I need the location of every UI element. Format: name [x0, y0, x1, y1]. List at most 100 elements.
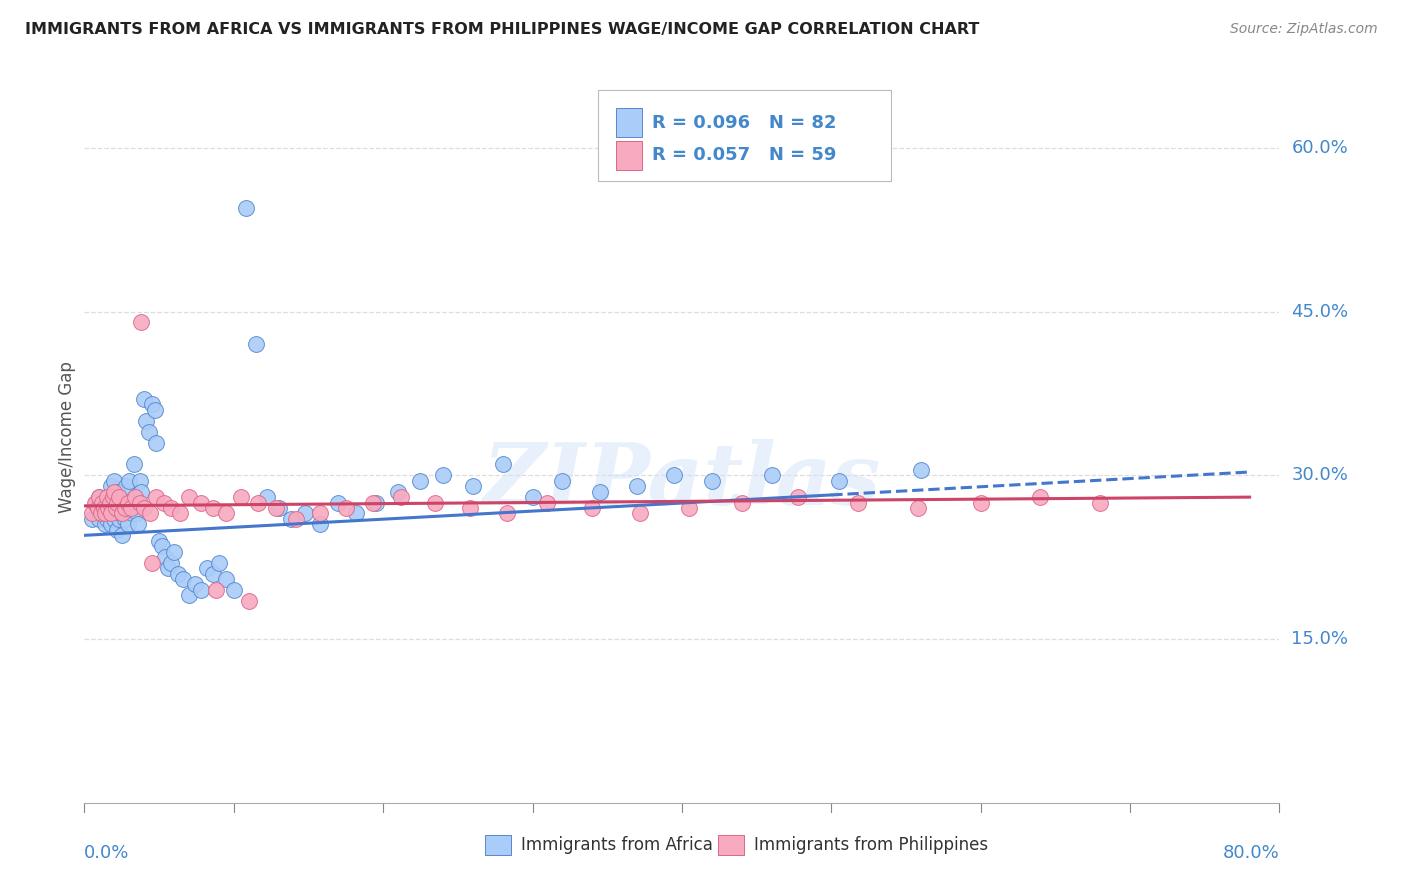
Point [267, 501, 290, 516]
Point [1090, 495, 1112, 509]
Point [328, 495, 350, 509]
Point [678, 501, 700, 516]
Text: R = 0.057   N = 59: R = 0.057 N = 59 [652, 146, 837, 164]
Point [101, 495, 124, 509]
Text: Immigrants from Africa: Immigrants from Africa [520, 836, 713, 855]
Point [138, 425, 160, 439]
Point [581, 501, 603, 516]
Point [152, 495, 174, 509]
Point [98, 507, 121, 521]
Point [907, 501, 929, 516]
Point [235, 201, 257, 215]
Point [201, 501, 224, 516]
Point [761, 468, 783, 483]
Point [117, 517, 139, 532]
Point [115, 501, 138, 516]
Point [124, 490, 146, 504]
Point [177, 490, 200, 504]
Point [309, 507, 332, 521]
Point [628, 507, 651, 521]
Text: 15.0%: 15.0% [1292, 630, 1348, 648]
Point [215, 572, 238, 586]
Point [132, 501, 156, 516]
Text: ZIPatlas: ZIPatlas [482, 439, 882, 523]
Point [256, 490, 278, 504]
Point [787, 490, 810, 504]
Point [700, 474, 723, 488]
Point [153, 550, 176, 565]
Point [129, 315, 152, 329]
Point [626, 479, 648, 493]
Point [195, 561, 218, 575]
Point [150, 539, 173, 553]
Point [389, 490, 412, 504]
Point [309, 517, 332, 532]
Point [114, 501, 136, 516]
FancyBboxPatch shape [616, 141, 643, 170]
Point [190, 495, 212, 509]
Point [215, 507, 238, 521]
Point [91, 507, 114, 521]
Point [496, 507, 519, 521]
FancyBboxPatch shape [485, 835, 510, 855]
Point [101, 490, 124, 504]
Point [160, 501, 183, 516]
Point [335, 501, 357, 516]
Point [589, 484, 612, 499]
Point [461, 479, 484, 493]
Point [285, 512, 308, 526]
Point [93, 501, 115, 516]
Point [90, 507, 112, 521]
Point [80, 507, 103, 521]
Text: IMMIGRANTS FROM AFRICA VS IMMIGRANTS FROM PHILIPPINES WAGE/INCOME GAP CORRELATIO: IMMIGRANTS FROM AFRICA VS IMMIGRANTS FRO… [25, 22, 980, 37]
Point [89, 512, 111, 526]
Point [846, 495, 869, 509]
Point [129, 484, 152, 499]
Point [86, 495, 108, 509]
Point [96, 490, 118, 504]
Point [104, 501, 127, 516]
Point [110, 507, 132, 521]
Point [93, 501, 115, 516]
Point [104, 501, 127, 516]
Point [536, 495, 558, 509]
Point [157, 561, 180, 575]
Point [87, 501, 110, 516]
Point [1029, 490, 1052, 504]
Point [107, 490, 129, 504]
Point [731, 495, 754, 509]
Point [111, 528, 134, 542]
Point [103, 512, 125, 526]
Point [105, 484, 128, 499]
Point [120, 495, 142, 509]
Point [97, 501, 120, 516]
Point [245, 337, 267, 351]
Point [970, 495, 993, 509]
Point [364, 495, 387, 509]
Text: 0.0%: 0.0% [84, 845, 129, 863]
Point [89, 490, 111, 504]
Point [172, 572, 194, 586]
Point [132, 392, 156, 406]
Point [112, 495, 135, 509]
Point [80, 512, 103, 526]
Point [107, 512, 129, 526]
Point [124, 490, 146, 504]
Point [264, 501, 287, 516]
Point [208, 556, 231, 570]
Point [122, 458, 145, 472]
Point [96, 512, 118, 526]
Point [121, 507, 143, 521]
Point [231, 490, 253, 504]
FancyBboxPatch shape [599, 90, 891, 181]
Point [160, 556, 183, 570]
Point [910, 463, 932, 477]
Point [201, 566, 224, 581]
Point [120, 501, 142, 516]
Point [177, 588, 200, 602]
Point [105, 495, 128, 509]
Point [294, 507, 316, 521]
Point [141, 397, 163, 411]
Point [125, 507, 148, 521]
Point [387, 484, 409, 499]
